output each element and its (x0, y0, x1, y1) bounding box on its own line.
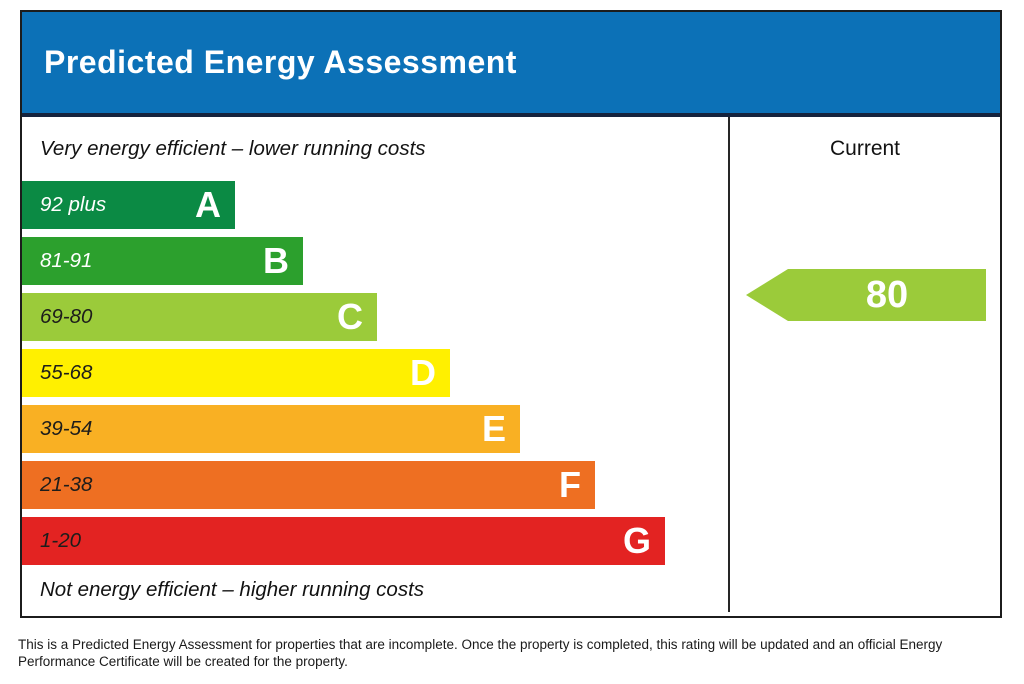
current-rating-arrow: 80 (746, 269, 986, 321)
bands-list: 92 plus A 81-91 B 69-80 C 55-68 D 39-54 E 21-38 F 1-… (22, 181, 665, 573)
band-letter: F (559, 464, 581, 505)
band-letter: D (410, 352, 436, 393)
band-letter: E (481, 408, 506, 449)
band-bar-f: 21-38 F (22, 461, 595, 509)
band-row-e: 39-54 E (22, 405, 665, 453)
band-bar-e: 39-54 E (22, 405, 520, 453)
band-bar-c: 69-80 C (22, 293, 377, 341)
band-row-f: 21-38 F (22, 461, 665, 509)
certificate-body: Very energy efficient – lower running co… (22, 117, 1000, 612)
energy-assessment-certificate: Predicted Energy Assessment Very energy … (20, 10, 1002, 618)
current-rating-value: 80 (865, 274, 909, 316)
band-letter: B (263, 240, 289, 281)
band-range-label: 39-54 (40, 417, 93, 440)
band-range-label: 69-80 (40, 305, 93, 328)
band-row-a: 92 plus A (22, 181, 665, 229)
band-range-label: 81-91 (40, 249, 93, 272)
current-rating-panel: Current 80 (730, 117, 1000, 612)
band-range-label: 92 plus (40, 193, 107, 216)
band-range-label: 1-20 (40, 529, 82, 552)
certificate-header: Predicted Energy Assessment (22, 12, 1000, 117)
band-bar-d: 55-68 D (22, 349, 450, 397)
band-row-b: 81-91 B (22, 237, 665, 285)
page-title: Predicted Energy Assessment (44, 44, 517, 80)
footer-disclaimer: This is a Predicted Energy Assessment fo… (18, 637, 943, 670)
band-bar-g: 1-20 G (22, 517, 665, 565)
band-row-c: 69-80 C (22, 293, 665, 341)
band-row-d: 55-68 D (22, 349, 665, 397)
band-range-label: 21-38 (40, 473, 93, 496)
band-bar-b: 81-91 B (22, 237, 303, 285)
band-letter: G (622, 520, 651, 561)
bottom-caption: Not energy efficient – higher running co… (40, 578, 425, 601)
band-letter: C (337, 296, 363, 337)
band-row-g: 1-20 G (22, 517, 665, 565)
band-range-label: 55-68 (40, 361, 93, 384)
top-caption: Very energy efficient – lower running co… (40, 137, 426, 160)
rating-bands-panel: Very energy efficient – lower running co… (22, 117, 730, 612)
band-letter: A (195, 184, 221, 225)
band-bar-a: 92 plus A (22, 181, 235, 229)
current-column-header: Current (829, 137, 901, 160)
